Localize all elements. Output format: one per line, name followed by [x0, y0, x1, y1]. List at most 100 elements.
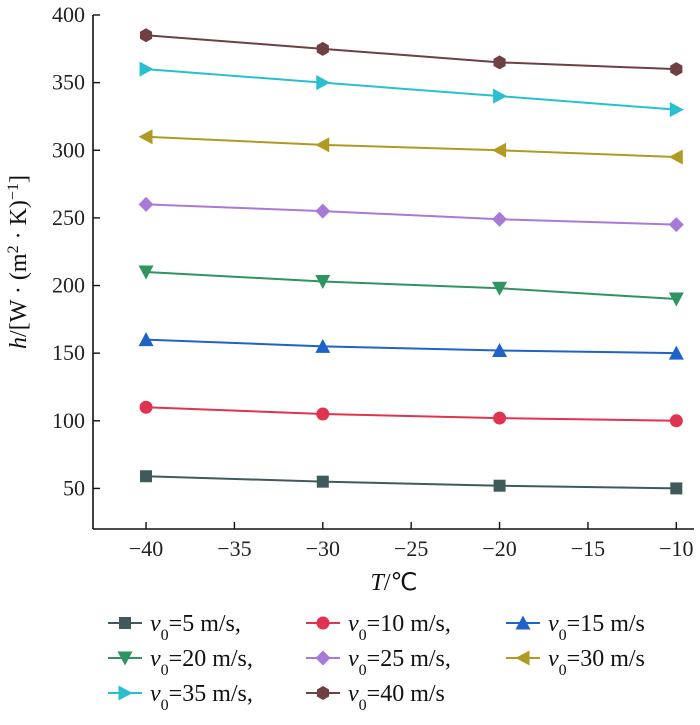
legend-label-sub: 0 — [359, 662, 367, 679]
series-layer — [138, 28, 684, 495]
x-tick-label: −15 — [571, 536, 605, 561]
legend-label: v0=15 m/s — [548, 611, 645, 644]
legend-label-sub: 0 — [359, 697, 367, 714]
series-20-ms — [138, 265, 684, 307]
legend-marker — [316, 686, 330, 700]
series-line — [145, 271, 677, 301]
legend-label: v0=20 m/s, — [150, 646, 253, 679]
legend-marker — [515, 650, 530, 666]
legend-marker — [117, 651, 133, 666]
data-point — [316, 41, 329, 56]
y-tick-label: 300 — [52, 137, 85, 162]
x-tick-label: −35 — [217, 536, 251, 561]
legend-label-sub: 0 — [161, 627, 169, 644]
series-30-ms — [138, 129, 683, 165]
legend-label: v0=40 m/s — [348, 681, 445, 714]
y-axis-unit-exp2: −1 — [5, 183, 22, 200]
data-point — [316, 475, 329, 488]
legend-label-var: v — [150, 681, 161, 707]
data-point — [492, 342, 508, 357]
legend-label-rest: =20 m/s, — [169, 646, 253, 672]
series-line — [145, 34, 677, 71]
x-tick-label: −40 — [129, 536, 163, 561]
data-point — [315, 137, 330, 153]
data-point — [492, 142, 507, 158]
legend-label-rest: =40 m/s — [367, 681, 445, 707]
data-point — [138, 196, 154, 212]
data-point — [669, 102, 684, 118]
data-point — [138, 332, 154, 347]
data-point — [493, 411, 507, 425]
series-15-ms — [138, 332, 684, 360]
legend-label-var: v — [348, 646, 359, 672]
y-axis-unit-close: ] — [6, 175, 32, 183]
x-tick-label: −25 — [394, 536, 428, 561]
legend-label-rest: =25 m/s, — [367, 646, 451, 672]
series-line — [145, 203, 677, 226]
series-line — [145, 135, 677, 159]
y-tick-label: 350 — [52, 70, 85, 95]
data-point — [668, 292, 684, 307]
series-line — [145, 68, 677, 111]
legend-label-rest: =35 m/s, — [169, 681, 253, 707]
x-axis-ticks: −40 −35 −30 −25 −20 −15 −10 — [129, 522, 694, 561]
data-point — [669, 414, 683, 428]
series-line — [145, 475, 677, 490]
legend-label-sub: 0 — [161, 662, 169, 679]
x-tick-label: −30 — [306, 536, 340, 561]
data-point — [492, 211, 508, 227]
legend-label-var: v — [348, 611, 359, 637]
y-axis-unit-mid: · K) — [6, 200, 32, 245]
y-axis-unit-prefix: [W · (m — [6, 253, 32, 330]
legend-marker — [515, 615, 531, 630]
legend-label-sub: 0 — [559, 627, 567, 644]
data-point — [138, 265, 154, 280]
y-tick-label: 200 — [52, 273, 85, 298]
data-point — [670, 62, 683, 77]
y-tick-label: 250 — [52, 205, 85, 230]
data-point — [493, 88, 508, 104]
series-25-ms — [138, 196, 684, 233]
x-axis-var: T — [371, 570, 386, 596]
data-point — [139, 61, 154, 77]
data-point — [493, 479, 506, 492]
data-point — [493, 55, 506, 70]
legend-item: v0=35 m/s, — [108, 681, 253, 714]
legend-label-sub: 0 — [161, 697, 169, 714]
y-axis-ticks: 50 100 150 200 250 300 350 400 — [52, 2, 100, 500]
legend-marker — [118, 685, 133, 701]
series-40-ms — [139, 28, 683, 77]
y-tick-label: 150 — [52, 340, 85, 365]
series-line — [145, 338, 677, 355]
legend-marker — [315, 650, 331, 666]
legend-item: v0=5 m/s, — [108, 611, 241, 644]
legend-label-rest: =10 m/s, — [367, 611, 451, 637]
legend-label-var: v — [150, 611, 161, 637]
legend-item: v0=40 m/s — [306, 681, 445, 714]
legend-label-rest: =5 m/s, — [169, 611, 241, 637]
legend-label: v0=25 m/s, — [348, 646, 451, 679]
legend-label: v0=30 m/s — [548, 646, 645, 679]
x-tick-label: −20 — [482, 536, 516, 561]
y-axis-unit-exp: 2 — [5, 245, 22, 253]
legend-marker — [119, 617, 131, 629]
x-axis-unit: ℃ — [391, 570, 418, 596]
data-point — [492, 281, 508, 296]
data-point — [315, 203, 331, 219]
series-line — [145, 406, 677, 422]
y-axis-var: h — [6, 337, 32, 349]
data-point — [668, 217, 684, 233]
data-point — [316, 407, 330, 421]
x-axis-title: T/℃ — [371, 570, 418, 596]
data-point — [668, 345, 684, 360]
legend-item: v0=10 m/s, — [306, 611, 451, 644]
data-point — [670, 482, 683, 495]
legend-label-rest: =30 m/s — [567, 646, 645, 672]
legend-item: v0=25 m/s, — [306, 646, 451, 679]
series-10-ms — [139, 400, 683, 428]
data-point — [140, 470, 153, 483]
legend-label-rest: =15 m/s — [567, 611, 645, 637]
y-tick-label: 400 — [52, 2, 85, 27]
legend-label: v0=10 m/s, — [348, 611, 451, 644]
data-point — [316, 75, 331, 91]
